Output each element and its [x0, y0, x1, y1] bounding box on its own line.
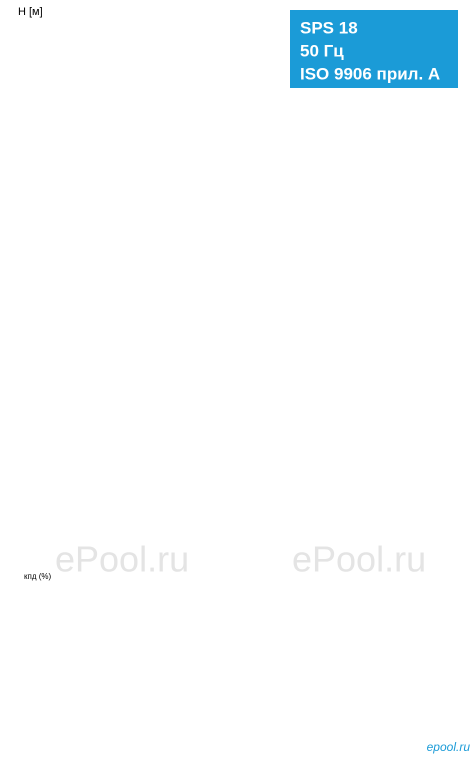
title: SPS 18 — [300, 18, 358, 37]
title: ISO 9906 прил. A — [300, 64, 440, 83]
logo: epool.ru — [427, 740, 471, 754]
title: 50 Гц — [300, 41, 344, 60]
title-box — [290, 10, 458, 88]
y-axis-label: кпд (%) — [24, 572, 52, 581]
watermark: ePool.ru — [292, 539, 426, 580]
y-axis-label: H [м] — [18, 6, 43, 18]
watermark: ePool.ru — [55, 539, 189, 580]
